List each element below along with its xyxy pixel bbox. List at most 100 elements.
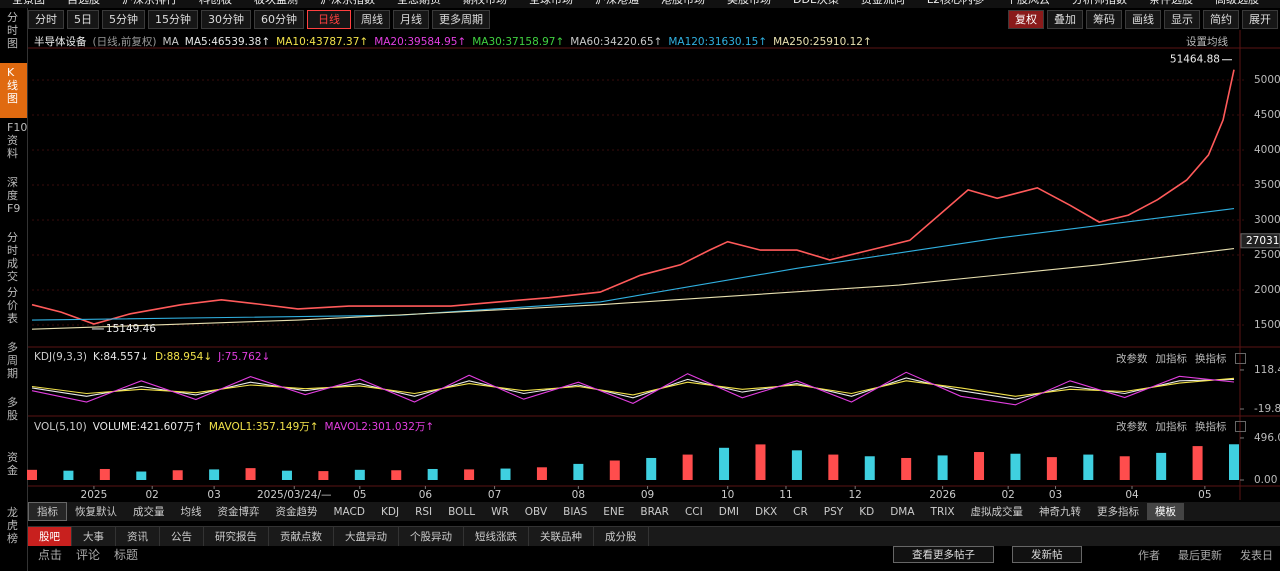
period-button[interactable]: 60分钟 — [254, 10, 304, 29]
indicator-tab[interactable]: 资金趋势 — [275, 506, 318, 518]
indicator-tab[interactable]: WR — [491, 505, 509, 518]
panel-button[interactable]: 加指标 — [1155, 353, 1188, 365]
menu-item[interactable]: 沪深京排行 — [122, 0, 177, 8]
menu-item[interactable]: 港股市场 — [661, 0, 705, 8]
menu-item[interactable]: 分析师指数 — [1072, 0, 1127, 8]
menu-item[interactable]: DDE决策 — [793, 0, 839, 8]
ma-setting-text[interactable]: 设置均线 — [1186, 36, 1228, 48]
indicator-tab[interactable]: 更多指标 — [1097, 506, 1140, 518]
indicator-tab[interactable]: 模板 — [1147, 503, 1185, 520]
tool-button[interactable]: 画线 — [1125, 10, 1161, 29]
period-button[interactable]: 周线 — [354, 10, 390, 29]
bottom-tab[interactable]: 短线涨跌 — [464, 527, 529, 546]
bottom-tab[interactable]: 公告 — [160, 527, 204, 546]
tool-button[interactable]: 简约 — [1203, 10, 1239, 29]
period-button[interactable]: 月线 — [393, 10, 429, 29]
volume-bar — [500, 468, 511, 480]
indicator-tab[interactable]: 均线 — [180, 506, 202, 518]
side-tab[interactable]: 多股 — [7, 396, 18, 422]
side-tab[interactable]: 分时成交 — [7, 231, 18, 283]
bottom-tab[interactable]: 关联品种 — [529, 527, 594, 546]
period-button[interactable]: 日线 — [307, 10, 351, 29]
period-button[interactable]: 15分钟 — [148, 10, 198, 29]
legend-item: MA60:34220.65↑ — [570, 35, 663, 48]
indicator-tab[interactable]: BIAS — [563, 505, 588, 518]
indicator-tab[interactable]: TRIX — [930, 505, 955, 518]
indicator-tab[interactable]: 指标 — [28, 502, 67, 521]
indicator-tab[interactable]: MACD — [333, 505, 365, 518]
indicator-tab[interactable]: BRAR — [640, 505, 669, 518]
menu-item[interactable]: 自选股 — [67, 0, 100, 8]
bottom-tab[interactable]: 研究报告 — [204, 527, 269, 546]
column-header: 点击 — [38, 548, 63, 562]
menu-item[interactable]: 全球市场 — [529, 0, 573, 8]
tool-button[interactable]: 显示 — [1164, 10, 1200, 29]
bottom-tab[interactable]: 大盘异动 — [334, 527, 399, 546]
indicator-tab[interactable]: OBV — [524, 505, 548, 518]
side-tab[interactable]: 分价表 — [7, 286, 18, 325]
tool-button[interactable]: 筹码 — [1086, 10, 1122, 29]
indicator-tab[interactable]: PSY — [823, 505, 844, 518]
side-tab[interactable]: 分时图 — [7, 11, 18, 50]
bottom-tab[interactable]: 个股异动 — [399, 527, 464, 546]
indicator-tab[interactable]: 资金博弈 — [217, 506, 260, 518]
new-post[interactable]: 发新帖 — [1012, 546, 1082, 563]
menu-item[interactable]: 科创板 — [199, 0, 232, 8]
indicator-tab[interactable]: 虚拟成交量 — [970, 506, 1024, 518]
menu-item[interactable]: 条件选股 — [1149, 0, 1193, 8]
indicator-tab[interactable]: KDJ — [380, 505, 400, 518]
period-button[interactable]: 更多周期 — [432, 10, 490, 29]
indicator-tab[interactable]: BOLL — [448, 505, 476, 518]
menu-item[interactable]: 高级选股 — [1215, 0, 1259, 8]
tool-button[interactable]: 展开 — [1242, 10, 1278, 29]
period-button[interactable]: 分时 — [28, 10, 64, 29]
bottom-tab[interactable]: 贡献点数 — [269, 527, 334, 546]
menu-item[interactable]: 沪深港通 — [595, 0, 639, 8]
menu-item[interactable]: 期权市场 — [463, 0, 507, 8]
indicator-tab[interactable]: DMI — [718, 505, 739, 518]
bottom-tab[interactable]: 股吧 — [28, 527, 72, 546]
bottom-tab[interactable]: 大事 — [72, 527, 116, 546]
indicator-tab[interactable]: DMA — [890, 505, 915, 518]
indicator-tab[interactable]: KD — [859, 505, 875, 518]
menu-item[interactable]: 全息期货 — [397, 0, 441, 8]
bottom-tab[interactable]: 资讯 — [116, 527, 160, 546]
period-button[interactable]: 5日 — [67, 10, 99, 29]
menu-item[interactable]: 资金流向 — [861, 0, 905, 8]
side-tab[interactable]: F10资料 — [7, 121, 28, 160]
indicator-tab[interactable]: 成交量 — [133, 506, 165, 518]
menu-item[interactable]: L2核心内参 — [927, 0, 984, 8]
panel-button[interactable]: 加指标 — [1155, 421, 1188, 433]
indicator-tab[interactable]: RSI — [415, 505, 433, 518]
period-button[interactable]: 5分钟 — [102, 10, 145, 29]
indicator-tab[interactable]: 神奇九转 — [1039, 506, 1082, 518]
indicator-tab[interactable]: DKX — [754, 505, 778, 518]
side-tab[interactable]: K线图 — [0, 63, 27, 118]
close-button[interactable] — [1234, 353, 1246, 364]
side-tab[interactable]: 多周期 — [7, 341, 18, 380]
indicator-tab[interactable]: 恢复默认 — [75, 506, 117, 518]
panel-button[interactable]: 换指标 — [1195, 421, 1227, 433]
panel-button[interactable]: 换指标 — [1195, 353, 1227, 365]
side-tab[interactable]: 深度F9 — [7, 176, 21, 215]
low-label: 15149.46 — [106, 323, 156, 335]
menu-item[interactable]: 美股市场 — [727, 0, 771, 8]
tool-button[interactable]: 叠加 — [1047, 10, 1083, 29]
more-posts[interactable]: 查看更多帖子 — [893, 546, 994, 563]
panel-button[interactable]: 改参数 — [1116, 421, 1148, 433]
bottom-tab[interactable]: 成分股 — [594, 527, 649, 546]
side-tab[interactable]: 龙虎榜 — [7, 506, 18, 545]
close-button[interactable] — [1234, 421, 1246, 432]
indicator-tab[interactable]: CCI — [684, 505, 703, 518]
menu-item[interactable]: 全景图 — [12, 0, 45, 8]
side-tab[interactable]: 资金 — [7, 451, 18, 477]
menu-item[interactable]: 沪深京指数 — [320, 0, 375, 8]
indicator-tab[interactable]: CR — [793, 505, 808, 518]
ma-setting[interactable]: 设置均线 — [1186, 34, 1228, 49]
indicator-tab[interactable]: ENE — [603, 505, 625, 518]
period-button[interactable]: 30分钟 — [201, 10, 251, 29]
menu-item[interactable]: 板块监测 — [254, 0, 298, 8]
tool-button[interactable]: 复权 — [1008, 10, 1044, 29]
menu-item[interactable]: 个股风云 — [1006, 0, 1050, 8]
panel-button[interactable]: 改参数 — [1116, 353, 1148, 365]
